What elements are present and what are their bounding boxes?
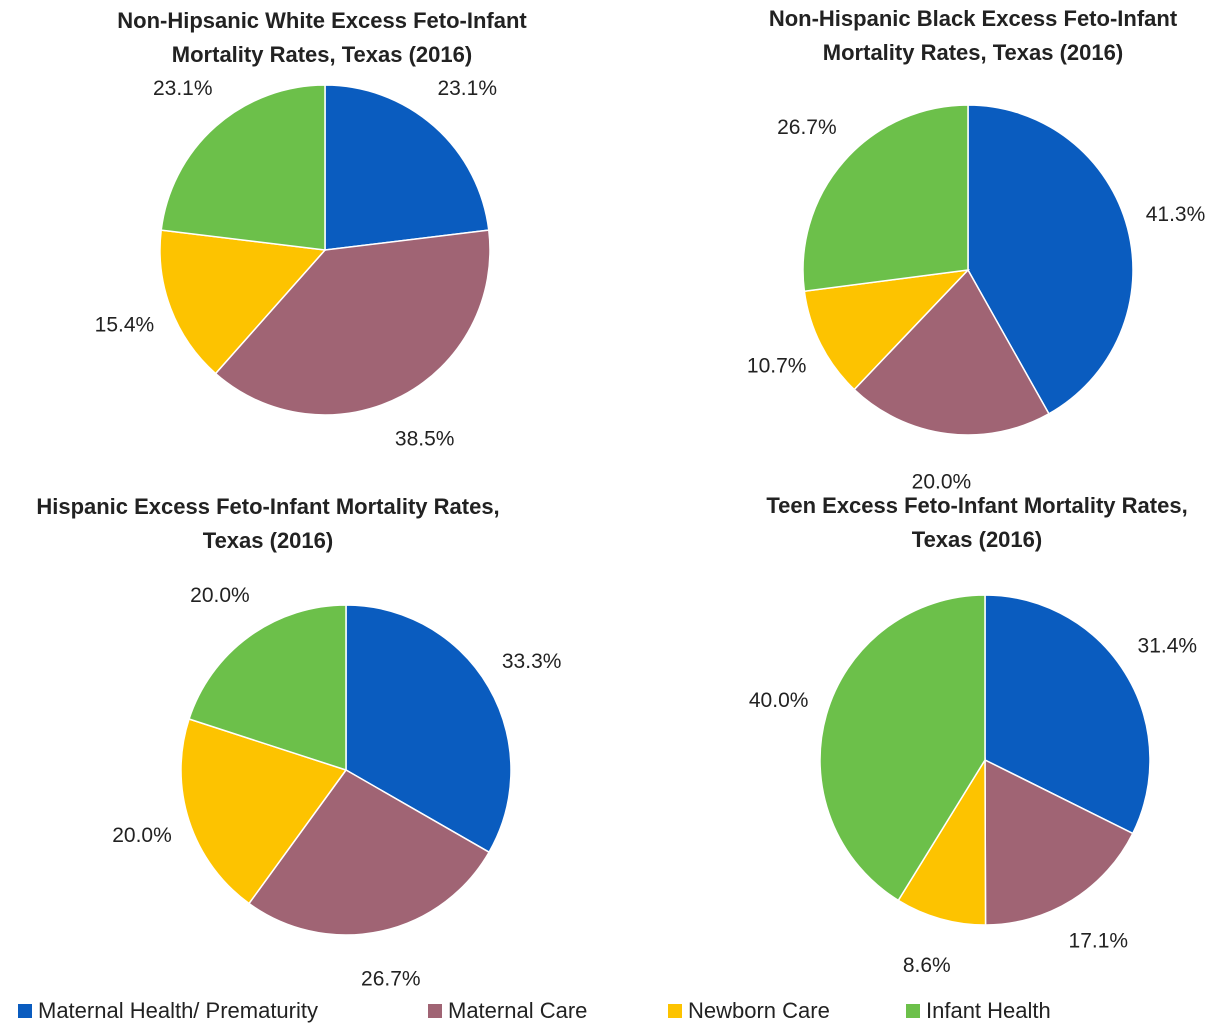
pie-slice — [247, 769, 491, 936]
chart-title: Non-Hipsanic White Excess Feto-Infant — [117, 8, 527, 33]
legend-label: Newborn Care — [688, 998, 830, 1023]
legend-swatch — [428, 1004, 442, 1018]
pie-slice — [159, 229, 327, 375]
data-label: 23.1% — [437, 77, 497, 100]
pie-slice — [853, 268, 1050, 436]
pie-slice — [324, 84, 490, 251]
data-label: 8.6% — [903, 954, 951, 977]
data-label: 15.4% — [95, 314, 155, 337]
chart-title: Texas (2016) — [203, 528, 333, 553]
data-label: 10.7% — [747, 355, 807, 378]
legend-swatch — [906, 1004, 920, 1018]
pie-slice — [188, 604, 347, 772]
chart-title: Texas (2016) — [912, 527, 1042, 552]
pie-slice — [214, 229, 491, 416]
data-label: 41.3% — [1146, 203, 1206, 226]
legend-label: Infant Health — [926, 998, 1051, 1023]
pie-slice — [180, 718, 348, 905]
data-label: 38.5% — [395, 427, 455, 450]
chart-title: Mortality Rates, Texas (2016) — [823, 40, 1123, 65]
pie-slice — [819, 594, 986, 902]
data-label: 17.1% — [1069, 930, 1129, 953]
data-label: 26.7% — [777, 116, 837, 139]
data-label: 33.3% — [502, 650, 562, 673]
chart-title: Teen Excess Feto-Infant Mortality Rates, — [766, 493, 1187, 518]
data-label: 23.1% — [153, 77, 213, 100]
legend-swatch — [18, 1004, 32, 1018]
pie-slice — [160, 84, 326, 251]
data-label: 31.4% — [1138, 635, 1198, 658]
pie-slice — [967, 104, 1134, 415]
data-label: 20.0% — [112, 824, 172, 847]
pie-slice — [803, 268, 971, 391]
legend-label: Maternal Care — [448, 998, 587, 1023]
chart-title: Non-Hispanic Black Excess Feto-Infant — [769, 6, 1178, 31]
chart-title: Hispanic Excess Feto-Infant Mortality Ra… — [36, 494, 499, 519]
data-label: 20.0% — [912, 470, 972, 493]
data-label: 40.0% — [749, 689, 809, 712]
pie-slice — [984, 594, 1151, 835]
legend-label: Maternal Health/ Prematurity — [38, 998, 318, 1023]
legend-swatch — [668, 1004, 682, 1018]
data-label: 26.7% — [361, 967, 421, 990]
pie-slice — [897, 757, 987, 926]
pie-slice — [345, 604, 512, 854]
pie-slice — [984, 758, 1134, 926]
pie-slice — [802, 104, 969, 293]
data-label: 20.0% — [190, 584, 250, 607]
chart-title: Mortality Rates, Texas (2016) — [172, 42, 472, 67]
